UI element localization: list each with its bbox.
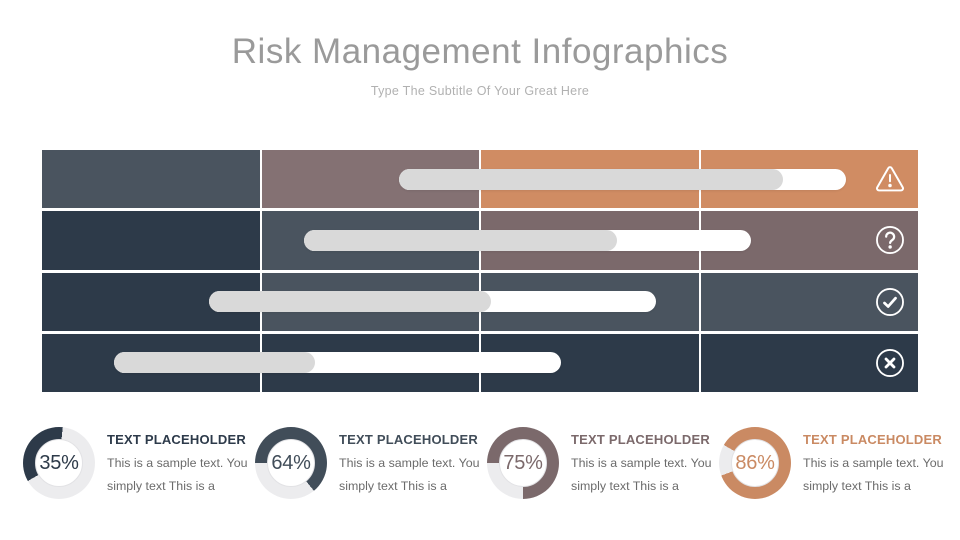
matrix-cell-r3c4 bbox=[700, 272, 918, 331]
donut-hole: 35% bbox=[35, 439, 83, 487]
stat-body: This is a sample text. You simply text T… bbox=[107, 456, 248, 493]
donut-hole: 86% bbox=[731, 439, 779, 487]
donut-hole: 64% bbox=[267, 439, 315, 487]
donut-chart: 35% bbox=[23, 427, 95, 499]
stat-card: 35% TEXT PLACEHOLDER This is a sample text… bbox=[23, 427, 251, 501]
matrix-cell-r1c2 bbox=[261, 150, 479, 209]
matrix-grid bbox=[42, 150, 918, 392]
stat-body: This is a sample text. You simply text T… bbox=[571, 456, 712, 493]
stat-text-block: TEXT PLACEHOLDER This is a sample text. Y… bbox=[803, 427, 947, 501]
matrix-cell-r4c4 bbox=[700, 333, 918, 392]
stat-heading: TEXT PLACEHOLDER bbox=[107, 432, 246, 447]
donut-chart: 64% bbox=[255, 427, 327, 499]
donut-chart: 86% bbox=[719, 427, 791, 499]
risk-matrix bbox=[42, 150, 918, 392]
matrix-cell-r2c3 bbox=[481, 211, 699, 270]
stat-body: This is a sample text. You simply text T… bbox=[803, 456, 944, 493]
donut-percent-label: 35% bbox=[39, 451, 79, 474]
matrix-cell-r3c1 bbox=[42, 272, 260, 331]
stat-body: This is a sample text. You simply text T… bbox=[339, 456, 480, 493]
matrix-cell-r4c2 bbox=[261, 333, 479, 392]
matrix-cell-r1c4 bbox=[700, 150, 918, 209]
matrix-cell-r2c2 bbox=[261, 211, 479, 270]
donut-percent-label: 75% bbox=[503, 451, 543, 474]
donut-chart: 75% bbox=[487, 427, 559, 499]
matrix-cell-r2c4 bbox=[700, 211, 918, 270]
stat-text-block: TEXT PLACEHOLDER This is a sample text. Y… bbox=[571, 427, 715, 501]
donut-percent-label: 64% bbox=[271, 451, 311, 474]
stat-card: 86% TEXT PLACEHOLDER This is a sample text… bbox=[719, 427, 947, 501]
stat-heading: TEXT PLACEHOLDER bbox=[803, 432, 942, 447]
matrix-cell-r3c3 bbox=[481, 272, 699, 331]
matrix-cell-r1c3 bbox=[481, 150, 699, 209]
donut-percent-label: 86% bbox=[735, 451, 775, 474]
matrix-cell-r3c2 bbox=[261, 272, 479, 331]
stat-heading: TEXT PLACEHOLDER bbox=[571, 432, 710, 447]
stat-text-block: TEXT PLACEHOLDER This is a sample text. Y… bbox=[107, 427, 251, 501]
stat-heading: TEXT PLACEHOLDER bbox=[339, 432, 478, 447]
page-title: Risk Management Infographics bbox=[231, 32, 729, 71]
matrix-cell-r1c1 bbox=[42, 150, 260, 209]
stat-text-block: TEXT PLACEHOLDER This is a sample text. Y… bbox=[339, 427, 483, 501]
matrix-cell-r4c3 bbox=[481, 333, 699, 392]
matrix-cell-r4c1 bbox=[42, 333, 260, 392]
matrix-cell-r2c1 bbox=[42, 211, 260, 270]
donut-hole: 75% bbox=[499, 439, 547, 487]
stat-card: 64% TEXT PLACEHOLDER This is a sample text… bbox=[255, 427, 483, 501]
stat-card: 75% TEXT PLACEHOLDER This is a sample text… bbox=[487, 427, 715, 501]
page-subtitle: Type The Subtitle Of Your Great Here bbox=[370, 84, 590, 98]
